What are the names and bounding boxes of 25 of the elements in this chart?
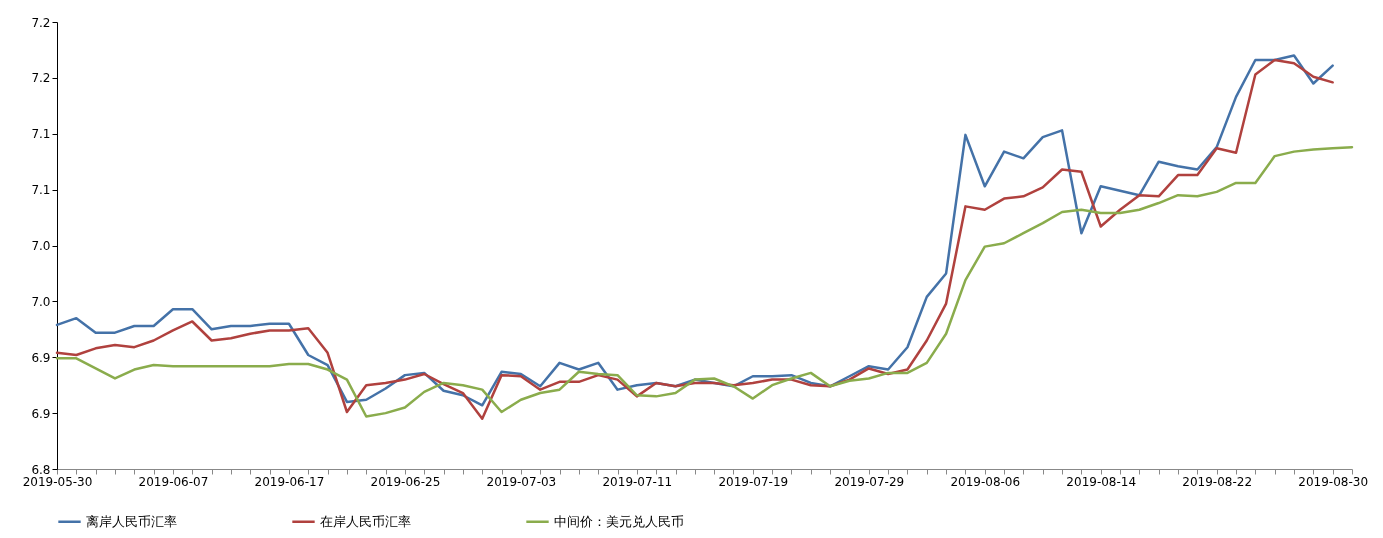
x-tick-label: 2019-08-06 [950, 474, 1021, 489]
y-tick-label: 7.1 [31, 127, 51, 142]
y-tick-label: 7.0 [31, 294, 51, 309]
legend-label: 中间价：美元兑人民币 [554, 513, 684, 529]
legend-label: 离岸人民币汇率 [86, 513, 177, 529]
x-tick-label: 2019-08-14 [1066, 474, 1137, 489]
x-tick-label: 2019-06-17 [254, 474, 325, 489]
x-tick-label: 2019-07-29 [834, 474, 905, 489]
x-tick-label: 2019-08-30 [1298, 474, 1369, 489]
x-tick-label: 2019-07-03 [486, 474, 557, 489]
y-tick-label: 7.2 [31, 15, 51, 30]
x-tick-label: 2019-08-22 [1182, 474, 1253, 489]
y-tick-label: 6.9 [31, 406, 51, 421]
x-tick-label: 2019-07-11 [602, 474, 673, 489]
x-tick-label: 2019-05-30 [22, 474, 93, 489]
x-tick-label: 2019-06-07 [138, 474, 209, 489]
line-series [55, 145, 1354, 418]
y-tick-label: 7.0 [31, 239, 51, 253]
x-tick-label: 2019-07-19 [718, 474, 789, 489]
y-tick-label: 7.2 [31, 71, 51, 86]
legend-label: 在岸人民币汇率 [320, 513, 411, 529]
y-tick-label: 7.1 [31, 183, 51, 198]
x-tick-label: 2019-06-25 [370, 474, 441, 489]
y-tick-label: 6.9 [31, 350, 51, 365]
y-tick-label: 6.8 [31, 462, 51, 477]
